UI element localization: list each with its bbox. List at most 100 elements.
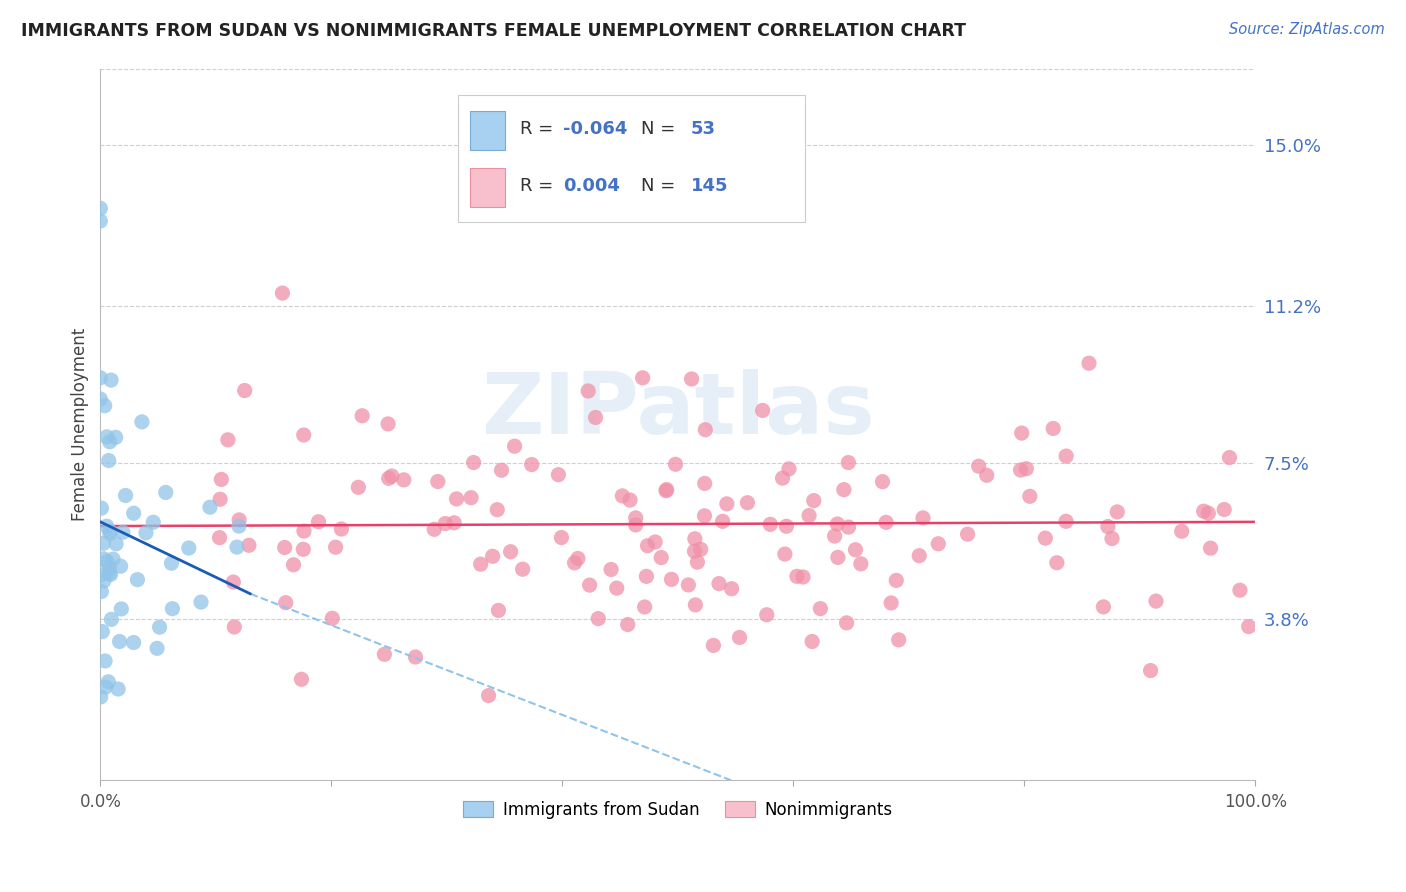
Point xyxy=(330,522,353,536)
FancyBboxPatch shape xyxy=(458,95,804,221)
Point xyxy=(773,547,796,561)
Point xyxy=(520,458,543,472)
Point xyxy=(1197,506,1219,520)
Point xyxy=(1018,489,1040,503)
Point xyxy=(1144,594,1167,608)
Point xyxy=(90,501,112,516)
Point xyxy=(96,430,118,444)
Point xyxy=(578,578,600,592)
Point xyxy=(98,434,121,449)
Point xyxy=(772,471,794,485)
Point xyxy=(976,468,998,483)
Point xyxy=(844,542,866,557)
Point xyxy=(702,639,724,653)
Point xyxy=(759,517,782,532)
Point xyxy=(849,557,872,571)
Point xyxy=(1011,426,1033,441)
Point xyxy=(1078,356,1101,370)
Point xyxy=(832,483,855,497)
Point xyxy=(100,612,122,626)
Point xyxy=(797,508,820,523)
Point xyxy=(198,500,221,515)
Point xyxy=(695,423,717,437)
Point xyxy=(292,428,315,442)
Point xyxy=(624,517,647,532)
Point xyxy=(162,601,184,615)
Point xyxy=(228,519,250,533)
Point xyxy=(434,516,457,531)
Text: N =: N = xyxy=(641,120,681,138)
Point xyxy=(808,601,831,615)
Point xyxy=(481,549,503,564)
Point xyxy=(114,488,136,502)
Point xyxy=(392,473,415,487)
Point xyxy=(911,511,934,525)
Y-axis label: Female Unemployment: Female Unemployment xyxy=(72,327,89,521)
Point xyxy=(637,539,659,553)
Point xyxy=(1054,449,1077,463)
Point xyxy=(1107,505,1129,519)
Point xyxy=(381,469,404,483)
Point xyxy=(107,681,129,696)
Point xyxy=(737,496,759,510)
Point xyxy=(292,524,315,538)
Point xyxy=(1139,664,1161,678)
Point xyxy=(564,556,586,570)
Point xyxy=(89,214,111,228)
Point xyxy=(110,602,132,616)
Point xyxy=(803,493,825,508)
Point xyxy=(110,559,132,574)
Point xyxy=(588,611,610,625)
Text: 0.004: 0.004 xyxy=(564,177,620,195)
Point xyxy=(190,595,212,609)
Point xyxy=(308,515,330,529)
FancyBboxPatch shape xyxy=(470,169,505,207)
Point xyxy=(1042,421,1064,435)
Point xyxy=(655,483,678,497)
Point xyxy=(720,582,742,596)
Point xyxy=(778,462,800,476)
Point xyxy=(89,371,111,385)
Point xyxy=(100,567,122,582)
Point xyxy=(274,596,297,610)
Point xyxy=(226,540,249,554)
Point xyxy=(664,458,686,472)
Text: 53: 53 xyxy=(690,120,716,138)
Point xyxy=(131,415,153,429)
Point xyxy=(283,558,305,572)
Text: IMMIGRANTS FROM SUDAN VS NONIMMIGRANTS FEMALE UNEMPLOYMENT CORRELATION CHART: IMMIGRANTS FROM SUDAN VS NONIMMIGRANTS F… xyxy=(21,22,966,40)
Point xyxy=(655,483,678,498)
Point xyxy=(98,566,121,580)
Point xyxy=(1054,514,1077,528)
Point xyxy=(98,526,121,541)
Point xyxy=(93,536,115,550)
Point xyxy=(208,531,231,545)
Point xyxy=(837,456,859,470)
Point xyxy=(90,568,112,582)
Point xyxy=(685,598,707,612)
Point xyxy=(775,519,797,533)
Point xyxy=(209,472,232,486)
Point xyxy=(616,617,638,632)
Point xyxy=(576,384,599,398)
Point xyxy=(97,674,120,689)
Point xyxy=(463,456,485,470)
Point xyxy=(122,635,145,649)
Point xyxy=(681,372,703,386)
Point xyxy=(228,513,250,527)
Point xyxy=(93,399,115,413)
Point xyxy=(347,480,370,494)
Point xyxy=(636,569,658,583)
Point xyxy=(1229,583,1251,598)
Point xyxy=(631,371,654,385)
Point xyxy=(686,555,709,569)
Point xyxy=(678,578,700,592)
Point xyxy=(217,433,239,447)
Point xyxy=(547,467,569,482)
Point xyxy=(91,624,114,639)
Point xyxy=(550,531,572,545)
Text: Source: ZipAtlas.com: Source: ZipAtlas.com xyxy=(1229,22,1385,37)
Point xyxy=(224,620,246,634)
Point xyxy=(634,599,657,614)
Point xyxy=(486,603,509,617)
